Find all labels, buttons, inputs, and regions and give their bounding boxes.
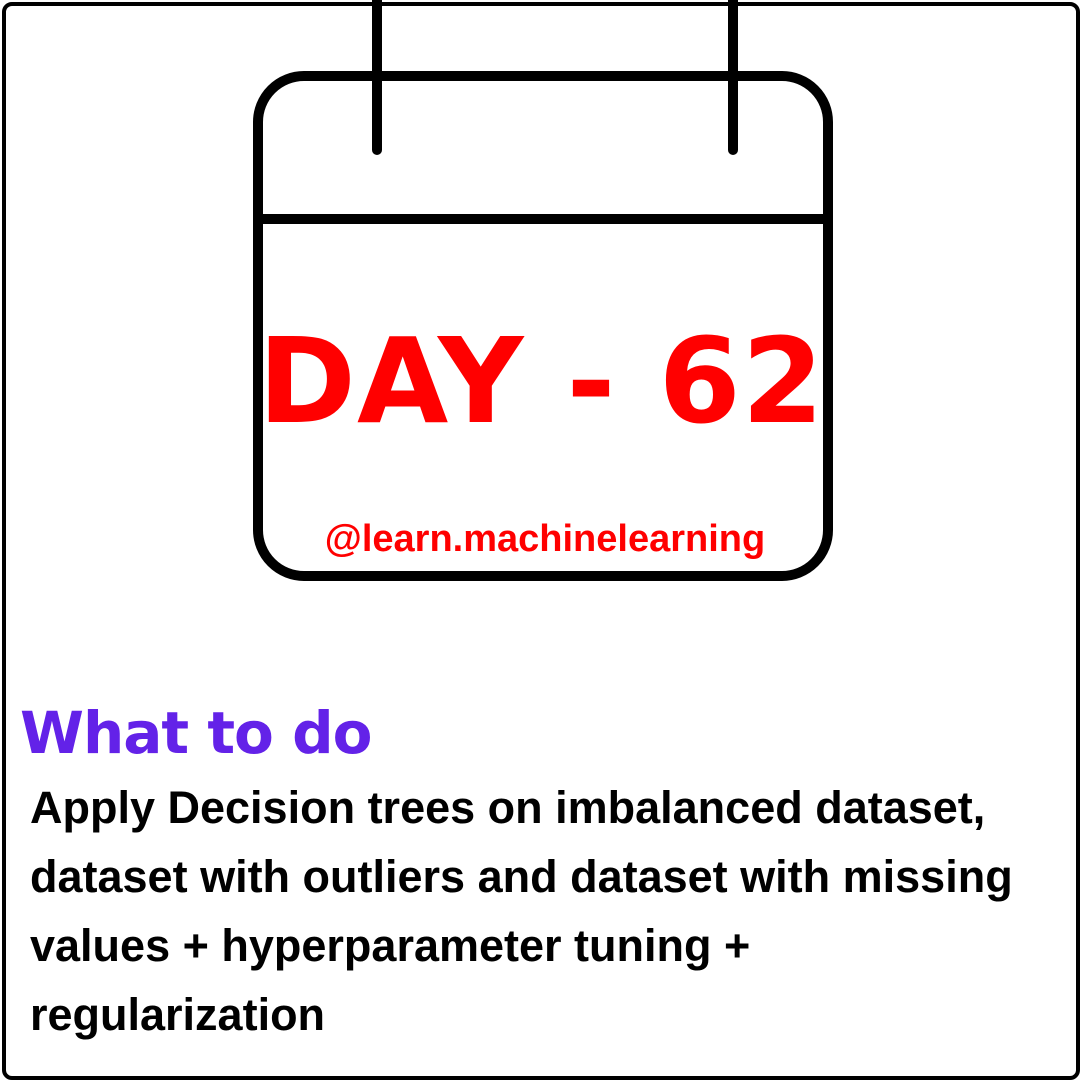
calendar-body [253, 71, 833, 581]
day-label: DAY - 62 [258, 312, 825, 450]
section-heading: What to do [20, 699, 372, 767]
account-handle: @learn.machinelearning [324, 518, 766, 560]
calendar-icon [253, 0, 833, 581]
section-body-text: Apply Decision trees on imbalanced datas… [30, 782, 1013, 1040]
